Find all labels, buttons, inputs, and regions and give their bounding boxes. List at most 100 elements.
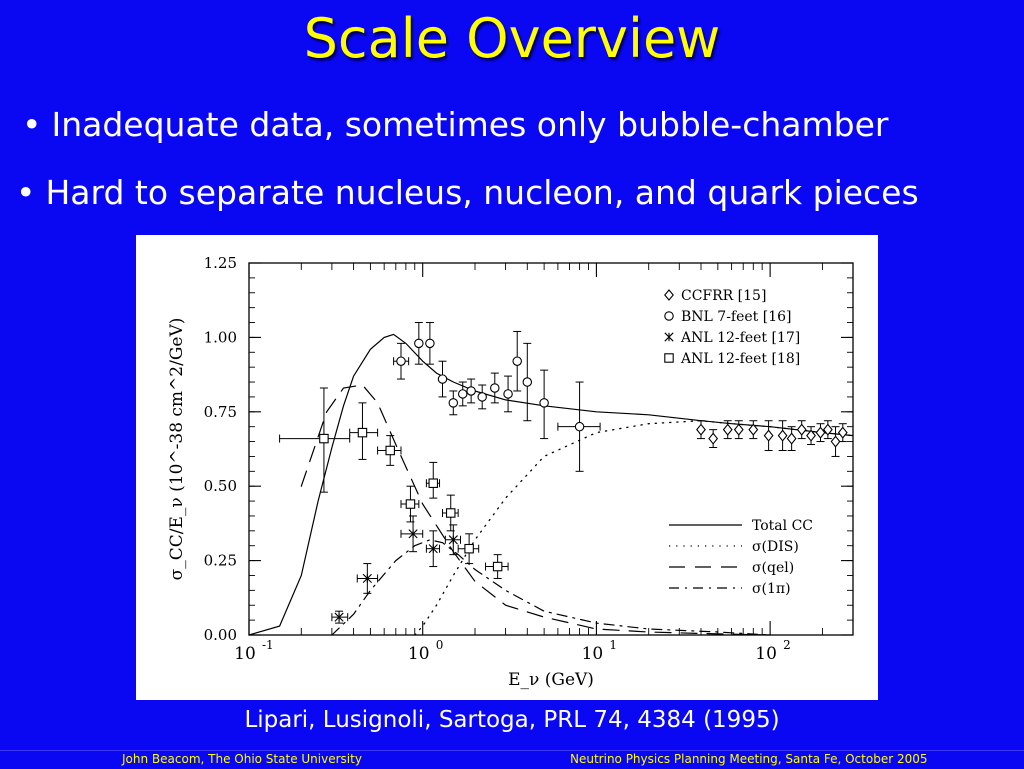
x-tick-label: 10 2 xyxy=(755,638,790,664)
y-axis-label: σ_CC/E_ν (10^-38 cm^2/GeV) xyxy=(167,318,187,581)
legend-item: ANL 12-feet [17] xyxy=(664,330,800,346)
legend-label: Total CC xyxy=(752,518,813,534)
x-tick-exponent: -1 xyxy=(262,638,274,652)
data-point-circle xyxy=(512,356,522,366)
y-tick-label: 1.25 xyxy=(204,254,237,272)
x-tick-base: 10 xyxy=(582,644,604,664)
cross-section-chart: 0.00 0.25 0.50 0.75 1.00 1.25 10 -1 10 0 10 1 10 2 E_ν… xyxy=(167,254,854,690)
data-point-circle xyxy=(437,374,448,384)
x-tick-exponent: 0 xyxy=(436,638,444,652)
legend-square-icon xyxy=(664,353,674,363)
data-point-diamond xyxy=(806,429,816,442)
legend-item: CCFRR [15] xyxy=(664,288,766,304)
data-point-diamond xyxy=(722,423,733,436)
data-point-diamond xyxy=(837,426,848,439)
curve-legend: Total CC σ(DIS) σ(qel) σ(1π) xyxy=(669,518,813,597)
legend-label: σ(qel) xyxy=(752,560,794,576)
data-point-square xyxy=(357,427,368,438)
x-tick-base: 10 xyxy=(408,644,430,664)
data-point-circle xyxy=(448,398,459,408)
data-legend: CCFRR [15] BNL 7-feet [16] ANL 12-feet [17… xyxy=(664,288,800,367)
x-tick-label: 10 0 xyxy=(408,638,443,664)
data-point-square xyxy=(492,561,503,572)
legend-diamond-icon xyxy=(664,289,674,301)
y-tick-label: 0.00 xyxy=(204,626,237,644)
x-axis-label: E_ν (GeV) xyxy=(508,670,594,690)
data-point-circle xyxy=(477,392,487,402)
data-point-square xyxy=(445,508,456,518)
data-point-star xyxy=(448,535,458,545)
slide-title: Scale Overview xyxy=(303,7,721,70)
data-point-star xyxy=(408,529,418,539)
x-tick-label: 10 1 xyxy=(582,638,617,664)
footer-bar xyxy=(0,750,1024,769)
legend-item: ANL 12-feet [18] xyxy=(664,351,800,367)
bullet-point: • Inadequate data, sometimes only bubble-… xyxy=(22,104,888,146)
data-point-star xyxy=(428,544,438,554)
data-point-circle xyxy=(396,356,406,366)
legend-label: ANL 12-feet [17] xyxy=(680,330,800,346)
data-point-square xyxy=(385,445,395,456)
y-tick-label: 1.00 xyxy=(204,328,237,346)
curve-dotted xyxy=(414,420,854,636)
footer-meeting: Neutrino Physics Planning Meeting, Santa… xyxy=(570,752,928,766)
legend-label: σ(DIS) xyxy=(752,539,799,555)
data-point-square xyxy=(405,499,416,509)
data-point-diamond xyxy=(830,435,841,448)
bullet-text: Inadequate data, sometimes only bubble-c… xyxy=(51,105,889,144)
figure-caption: Lipari, Lusignoli, Sartoga, PRL 74, 4384… xyxy=(244,707,780,733)
x-tick-label: 10 -1 xyxy=(234,638,274,664)
legend-item: σ(1π) xyxy=(669,581,791,597)
footer-author: John Beacom, The Ohio State University xyxy=(122,752,362,766)
legend-star-icon xyxy=(664,332,674,342)
x-tick-base: 10 xyxy=(234,644,256,664)
legend-label: BNL 7-feet [16] xyxy=(681,309,792,325)
curve-dashed xyxy=(300,384,771,636)
data-point-star xyxy=(334,612,344,622)
data-point-diamond xyxy=(733,423,744,436)
data-point-circle xyxy=(414,338,424,349)
x-tick-exponent: 1 xyxy=(609,638,617,652)
legend-item: σ(qel) xyxy=(669,560,794,576)
data-point-circle xyxy=(490,383,500,393)
figure-panel: 0.00 0.25 0.50 0.75 1.00 1.25 10 -1 10 0 10 1 10 2 E_ν… xyxy=(136,235,878,700)
legend-item: BNL 7-feet [16] xyxy=(664,309,792,325)
data-point-square xyxy=(428,478,439,488)
legend-label: σ(1π) xyxy=(752,581,791,597)
data-point-square xyxy=(464,543,474,554)
legend-item: Total CC xyxy=(669,518,813,534)
legend-label: ANL 12-feet [18] xyxy=(680,351,800,367)
bullet-point: • Hard to separate nucleus, nucleon, and … xyxy=(16,172,919,214)
data-point-circle xyxy=(574,421,585,432)
data-point-square xyxy=(319,433,329,444)
data-point-diamond xyxy=(786,432,797,445)
data-point-diamond xyxy=(796,423,807,436)
y-tick-label: 0.25 xyxy=(204,552,237,570)
bullet-text: Hard to separate nucleus, nucleon, and q… xyxy=(45,173,919,212)
data-point-circle xyxy=(503,389,513,399)
data-point-circle xyxy=(457,389,468,399)
data-point-diamond xyxy=(708,432,719,445)
legend-circle-icon xyxy=(664,311,674,321)
bullet-dot-icon: • xyxy=(22,105,42,144)
data-point-diamond xyxy=(822,423,833,436)
data-point-circle xyxy=(466,386,476,396)
data-point-circle xyxy=(539,398,549,408)
plot-frame xyxy=(248,262,854,636)
legend-label: CCFRR [15] xyxy=(681,288,766,304)
y-tick-label: 0.75 xyxy=(204,403,237,421)
curve-dashdot xyxy=(331,539,771,636)
data-point-diamond xyxy=(748,423,759,436)
data-point-diamond xyxy=(777,429,788,442)
data-point-diamond xyxy=(763,429,774,442)
data-point-diamond xyxy=(696,423,706,436)
data-point-circle xyxy=(425,338,435,349)
data-point-circle xyxy=(522,377,533,387)
y-tick-label: 0.50 xyxy=(204,477,237,495)
legend-item: σ(DIS) xyxy=(669,539,799,555)
bullet-dot-icon: • xyxy=(16,173,36,212)
x-tick-base: 10 xyxy=(755,644,777,664)
data-point-diamond xyxy=(815,426,826,439)
data-point-star xyxy=(362,573,372,584)
x-tick-exponent: 2 xyxy=(783,638,791,652)
